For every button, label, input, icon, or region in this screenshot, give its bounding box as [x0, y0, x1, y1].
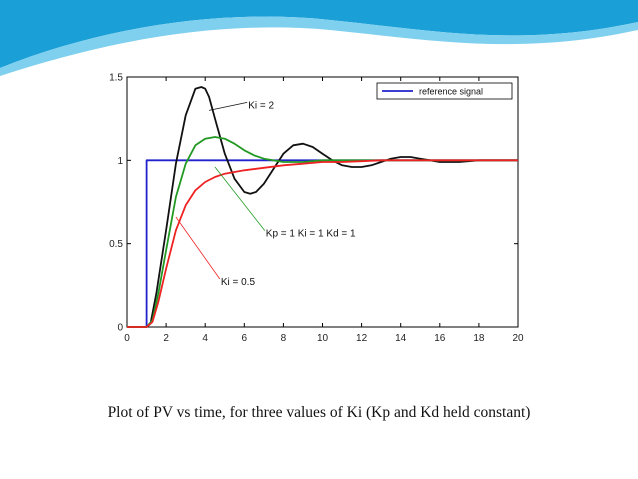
axis-ticks	[126, 76, 519, 328]
annotation-pointer-0	[209, 101, 248, 111]
slide-caption: Plot of PV vs time, for three values of …	[107, 404, 531, 421]
y-tick-label: 0.5	[109, 239, 123, 250]
x-tick-label: 14	[395, 333, 407, 344]
series-line-3	[127, 159, 518, 328]
x-tick-label: 20	[512, 333, 524, 344]
y-tick-label: 1	[117, 156, 123, 167]
x-tick-label: 6	[242, 333, 248, 344]
annotation-label-1: Kp = 1 Ki = 1 Kd = 1	[266, 229, 356, 240]
x-tick-label: 2	[163, 333, 169, 344]
slide-header-swoosh	[0, 0, 638, 76]
x-tick-label: 4	[202, 333, 208, 344]
chart-annotations: Ki = 2 Kp = 1 Ki = 1 Kd = 1 Ki = 0.5	[175, 100, 356, 288]
x-tick-label: 10	[317, 333, 329, 344]
chart-legend: reference signal	[376, 82, 513, 100]
legend-box	[376, 82, 513, 100]
x-tick-label: 12	[356, 333, 368, 344]
annotation-pointer-2	[175, 216, 221, 280]
x-tick-label: 16	[434, 333, 446, 344]
header-band-light	[0, 16, 638, 76]
header-band-dark	[0, 0, 638, 68]
series-line-1	[127, 86, 518, 328]
x-tick-label: 8	[281, 333, 287, 344]
axis-tick-labels: 0 2 4 6 8 10 12 14 16 18 20 0 0.5 1 1.5	[109, 73, 524, 345]
x-tick-label: 0	[124, 333, 130, 344]
annotation-label-0: Ki = 2	[248, 100, 274, 111]
annotation-pointer-1	[214, 166, 266, 231]
x-tick-label: 18	[473, 333, 485, 344]
y-tick-label: 1.5	[109, 73, 123, 84]
annotation-label-2: Ki = 0.5	[221, 277, 256, 288]
y-tick-label: 0	[117, 323, 123, 334]
legend-entry: reference signal	[419, 87, 483, 97]
series-lines	[127, 86, 518, 328]
